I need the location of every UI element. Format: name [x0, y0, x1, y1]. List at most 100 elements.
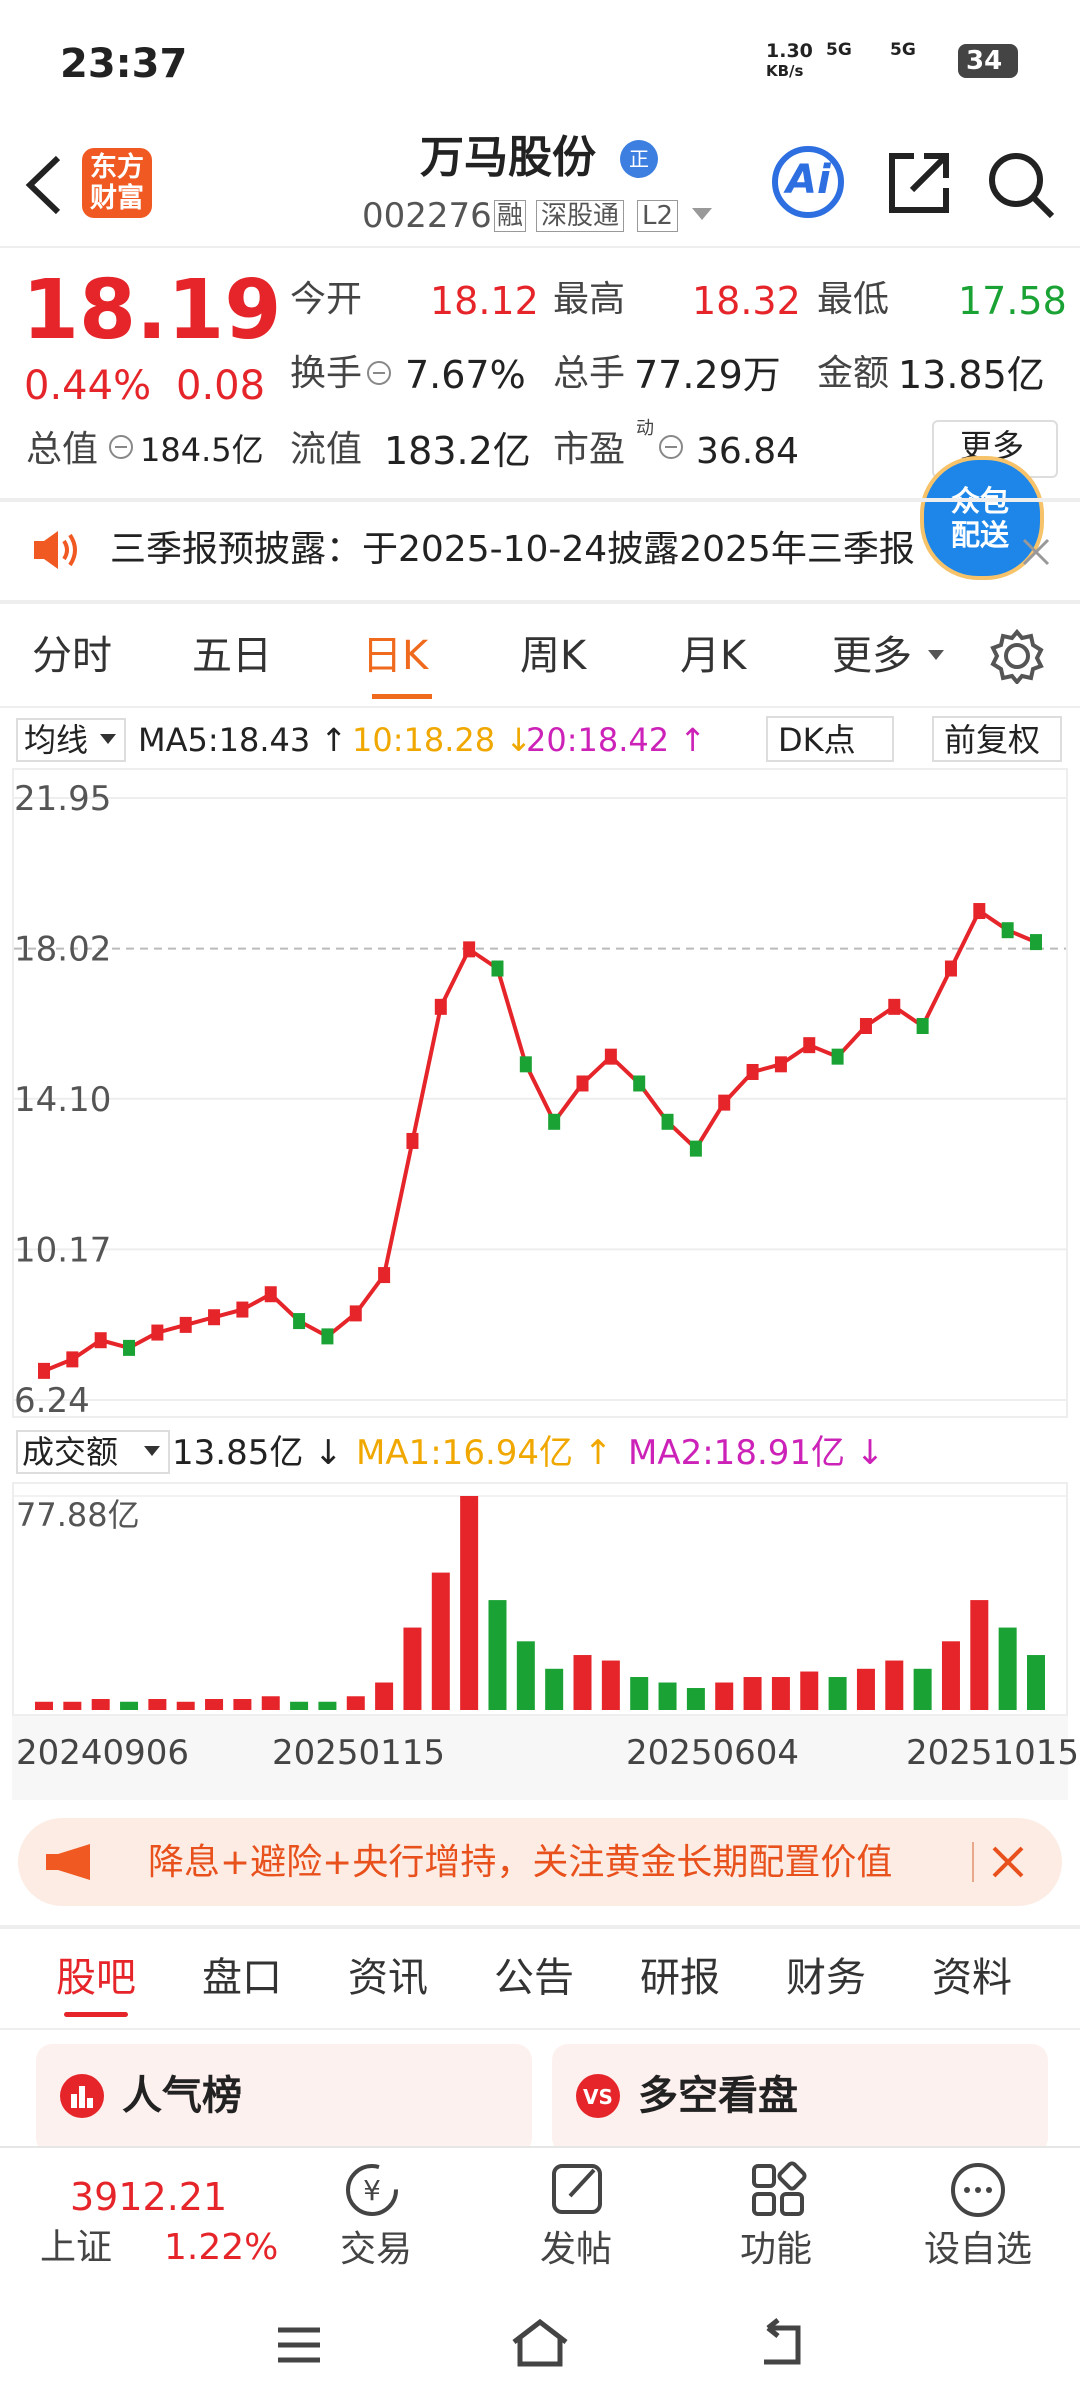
- card[interactable]: [36, 2044, 532, 2154]
- badge: 正: [629, 147, 649, 171]
- date-strip: [12, 1716, 1068, 1800]
- settings-icon[interactable]: [989, 628, 1045, 684]
- change-pct: 0.44%: [24, 363, 152, 409]
- candle: [831, 1048, 844, 1065]
- y-tick-label: 14.10: [14, 1080, 111, 1120]
- field-sup: 动: [636, 418, 654, 439]
- index-value[interactable]: 3912.21: [70, 2175, 228, 2219]
- ma10: 10:18.28 ↓: [352, 721, 533, 759]
- adjust-button[interactable]: [932, 716, 1062, 762]
- field-label: 金额: [817, 353, 890, 394]
- dropdown-icon[interactable]: [690, 204, 714, 224]
- post-icon: [552, 2164, 602, 2214]
- tab[interactable]: 月K: [680, 633, 747, 679]
- volume-bar: [346, 1696, 365, 1710]
- sub-tab[interactable]: 研报: [640, 1955, 720, 2001]
- volume-bar: [63, 1701, 82, 1710]
- volume-bar: [913, 1668, 932, 1710]
- sub-tab[interactable]: 资料: [932, 1955, 1012, 2001]
- candle: [236, 1301, 249, 1318]
- dk-button[interactable]: [766, 716, 894, 762]
- ma5: MA5:18.43 ↑: [138, 721, 348, 759]
- home-icon[interactable]: [508, 2316, 572, 2372]
- vol-select[interactable]: [16, 1430, 170, 1474]
- field-label: 市盈: [553, 429, 626, 470]
- stock-name: 万马股份: [420, 132, 596, 183]
- tab[interactable]: 更多: [832, 633, 912, 679]
- float-badge-text: 众包配送: [950, 484, 1009, 552]
- volume-bar: [1027, 1655, 1045, 1710]
- sub-tab[interactable]: 股吧: [56, 1955, 136, 2001]
- sub-tab[interactable]: 资讯: [348, 1955, 428, 2001]
- bottom-item[interactable]: 功能: [740, 2229, 813, 2270]
- volume-bar: [120, 1701, 139, 1710]
- dk-label: DK点: [778, 721, 856, 759]
- tab[interactable]: 日K: [362, 633, 429, 679]
- volume-bar: [771, 1677, 790, 1710]
- y-tick-label: 77.88亿: [16, 1496, 140, 1534]
- volume-bar: [318, 1701, 337, 1710]
- search-icon[interactable]: [984, 148, 1058, 222]
- close-icon[interactable]: [988, 1842, 1028, 1882]
- close-icon[interactable]: [1018, 534, 1054, 570]
- menu-icon[interactable]: [274, 2320, 324, 2370]
- float-badge[interactable]: [920, 456, 1044, 580]
- price-chart[interactable]: 21.95 18.02 14.10 10.17 6.24: [12, 768, 1068, 1418]
- volume-bar: [488, 1600, 507, 1710]
- volume-bar: [828, 1677, 847, 1710]
- ad-text: 降息+避险+央行增持，关注黄金长期配置价值: [148, 1842, 893, 1883]
- ma20: 20:18.42 ↑: [526, 721, 707, 759]
- sub-tab[interactable]: 公告: [494, 1955, 574, 2001]
- candle: [1030, 934, 1042, 951]
- info-icon[interactable]: [364, 358, 394, 388]
- tab[interactable]: 周K: [520, 633, 587, 679]
- volume-bar: [573, 1655, 592, 1710]
- candle: [774, 1056, 787, 1073]
- divider: [0, 600, 1080, 604]
- candle: [689, 1140, 702, 1157]
- candle: [548, 1113, 561, 1130]
- card[interactable]: [552, 2044, 1048, 2154]
- candle: [66, 1351, 79, 1368]
- card-title: 多空看盘: [638, 2073, 798, 2119]
- candle: [293, 1313, 306, 1330]
- info-icon[interactable]: [656, 432, 686, 462]
- field-value: 13.85亿: [898, 353, 1045, 397]
- ma-select[interactable]: [16, 718, 126, 762]
- ad-banner[interactable]: [18, 1818, 1062, 1906]
- sub-tab[interactable]: 盘口: [202, 1955, 282, 2001]
- back-icon[interactable]: [20, 150, 70, 220]
- volume-chart[interactable]: 77.88亿: [12, 1482, 1068, 1716]
- back-nav-icon[interactable]: [754, 2318, 808, 2372]
- ad-sep: [972, 1842, 974, 1882]
- bottom-item[interactable]: 发帖: [540, 2229, 613, 2270]
- field-label: 总值: [26, 429, 99, 470]
- volume-bar: [715, 1682, 734, 1710]
- ai-icon[interactable]: [770, 144, 846, 220]
- notice-text[interactable]: 三季报预披露：于2025-10-24披露2025年三季报: [110, 530, 915, 570]
- candle: [888, 998, 901, 1015]
- volume-bar: [686, 1688, 705, 1710]
- sub-tab[interactable]: 财务: [786, 1955, 866, 2001]
- trade-icon: ¥: [346, 2164, 398, 2216]
- bottom-item[interactable]: 设自选: [924, 2229, 1033, 2270]
- tab[interactable]: 五日: [192, 633, 272, 679]
- field-label: 最低: [817, 279, 890, 320]
- stock-code: 002276: [362, 196, 492, 236]
- candle: [349, 1305, 362, 1322]
- info-icon[interactable]: [106, 432, 136, 462]
- volume-bar: [743, 1677, 762, 1710]
- candle: [973, 903, 986, 920]
- field-label: 总手: [553, 353, 626, 394]
- speaker-icon: [34, 531, 77, 569]
- candle: [264, 1286, 277, 1303]
- tab[interactable]: 分时: [32, 633, 112, 679]
- candle: [746, 1063, 759, 1080]
- volume-bar: [431, 1572, 450, 1710]
- bottom-item[interactable]: 交易: [340, 2229, 413, 2270]
- net-2: 5G: [890, 40, 916, 60]
- volume-bar: [403, 1627, 422, 1710]
- logo[interactable]: [82, 148, 152, 218]
- share-icon[interactable]: [884, 148, 954, 218]
